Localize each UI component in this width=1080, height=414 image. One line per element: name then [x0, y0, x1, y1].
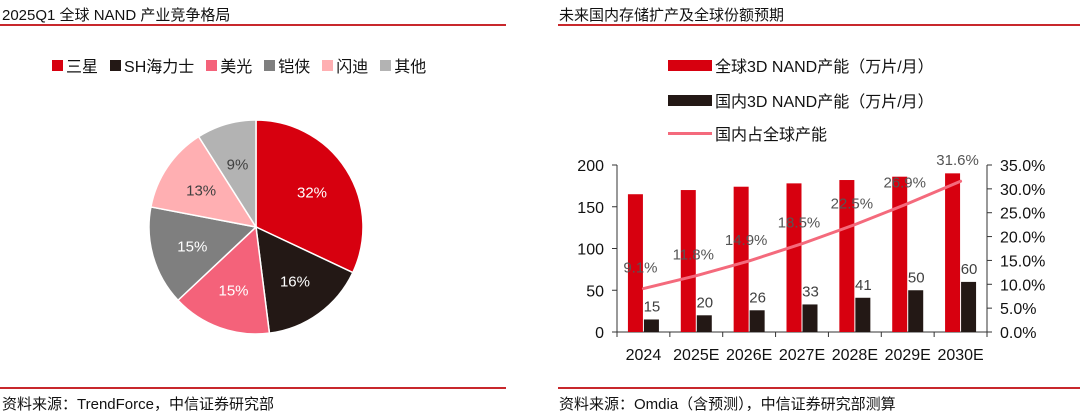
right-axis-tick: 5.0% [1000, 301, 1036, 318]
right-source-rule [558, 387, 1080, 389]
bar-global-capacity [733, 186, 749, 332]
x-axis-category-label: 2026E [726, 347, 772, 364]
legend-swatch [322, 59, 334, 71]
pie-legend-item: 三星 [52, 53, 98, 77]
line-domestic-share [641, 179, 963, 291]
bar-data-label: 26 [749, 289, 766, 306]
legend-swatch [380, 59, 392, 71]
line-data-label: 18.5% [778, 215, 821, 232]
left-axis-tick: 0 [595, 325, 604, 342]
x-axis-category-label: 2024 [626, 347, 662, 364]
pie-legend: 三星 SH海力士 美光 铠侠 闪迪 其他 [52, 53, 438, 77]
bar-domestic-capacity [696, 315, 712, 332]
bar-global-capacity [892, 176, 908, 332]
pie-slice [197, 119, 257, 230]
pie-slice-label: 15% [177, 239, 207, 256]
line-data-label: 31.6% [936, 152, 979, 169]
pie-slice-label: 32% [297, 184, 327, 201]
legend-label: SH海力士 [124, 59, 195, 76]
legend-global-capacity: 全球3D NAND产能（万片/月） [668, 53, 934, 77]
bar-data-label: 15 [644, 298, 661, 315]
pie-slice-label: 15% [219, 282, 249, 299]
right-source: 资料来源：Omdia（含预测），中信证券研究部测算 [559, 396, 896, 413]
legend-domestic-capacity: 国内3D NAND产能（万片/月） [668, 88, 934, 112]
pie-legend-item: 美光 [206, 53, 252, 77]
x-axis-category-label: 2029E [885, 347, 931, 364]
pie-slice [148, 206, 258, 302]
right-axis-tick: 35.0% [1000, 158, 1045, 175]
x-axis-category-label: 2028E [832, 347, 878, 364]
legend-swatch-line [668, 131, 712, 135]
legend-domestic-share: 国内占全球产能 [668, 121, 827, 145]
legend-swatch [110, 59, 122, 71]
line-data-label: 9.1% [623, 260, 657, 277]
right-axis-tick: 0.0% [1000, 325, 1036, 342]
legend-swatch [264, 59, 276, 71]
right-axis-tick: 15.0% [1000, 253, 1045, 270]
bar-global-capacity [627, 194, 643, 332]
pie-legend-item: 其他 [380, 53, 426, 77]
pie-slice [176, 225, 271, 335]
bar-domestic-capacity [643, 319, 659, 332]
bar-global-capacity [945, 173, 961, 332]
bar-global-capacity [839, 180, 855, 332]
left-source-rule [0, 387, 506, 389]
pie-slice-label: 16% [280, 274, 310, 291]
legend-label: 国内3D NAND产能（万片/月） [715, 94, 934, 111]
right-axis-tick: 10.0% [1000, 277, 1045, 294]
bar-data-label: 41 [855, 277, 872, 294]
pie-slice-label: 13% [186, 183, 216, 200]
legend-swatch-red [668, 59, 712, 71]
right-chart-title: 未来国内存储扩产及全球份额预期 [559, 7, 785, 24]
bar-data-label: 60 [961, 261, 978, 278]
right-axis-tick: 25.0% [1000, 206, 1045, 223]
right-axis-tick: 30.0% [1000, 182, 1045, 199]
right-title-rule [558, 24, 1080, 26]
bar-domestic-capacity [802, 304, 818, 332]
bar-data-label: 33 [802, 283, 819, 300]
left-axis-tick: 200 [577, 158, 604, 175]
legend-swatch [52, 59, 63, 71]
line-data-label: 11.8% [673, 247, 714, 264]
x-axis-category-label: 2030E [937, 347, 983, 364]
bar-domestic-capacity [961, 281, 977, 332]
right-axis-tick: 20.0% [1000, 230, 1045, 247]
bar-global-capacity [680, 190, 696, 332]
line-data-label: 26.9% [883, 175, 926, 192]
left-chart-title: 2025Q1 全球 NAND 产业竞争格局 [2, 7, 231, 24]
bar-global-capacity [786, 183, 802, 332]
legend-swatch-dark [668, 94, 712, 106]
left-axis-tick: 50 [586, 283, 604, 300]
bar-domestic-capacity [749, 310, 765, 332]
bar-data-label: 50 [908, 269, 925, 286]
line-data-label: 14.9% [725, 232, 768, 249]
pie-slice [255, 119, 364, 274]
left-title-rule [0, 24, 506, 26]
pie-chart: 32% 16% 15% 15% 13% 9% [148, 119, 364, 335]
x-axis-category-label: 2025E [673, 347, 719, 364]
legend-label: 闪迪 [336, 59, 369, 76]
bar-data-label: 20 [696, 294, 713, 311]
bar-domestic-capacity [855, 297, 871, 332]
line-data-label: 22.5% [831, 196, 874, 213]
pie-slice [150, 135, 258, 229]
left-axis-tick: 100 [577, 242, 604, 259]
pie-legend-item: SH海力士 [110, 53, 194, 77]
combo-bar-line-chart: 0 50 100 150 200 0.0% 5.0% 10.0% 15.0% 20.0% 25.0%… [577, 152, 1045, 364]
pie-slice-label: 9% [227, 156, 249, 173]
left-source: 资料来源：TrendForce，中信证券研究部 [2, 396, 274, 413]
x-axis-category-label: 2027E [779, 347, 825, 364]
legend-label: 三星 [66, 59, 99, 76]
legend-label: 全球3D NAND产能（万片/月） [715, 59, 934, 76]
legend-label: 其他 [394, 59, 427, 76]
legend-label: 美光 [220, 59, 253, 76]
legend-swatch [206, 59, 218, 71]
left-axis-tick: 150 [577, 200, 604, 217]
pie-legend-item: 闪迪 [322, 53, 368, 77]
bar-domestic-capacity [908, 290, 924, 332]
pie-legend-item: 铠侠 [264, 53, 310, 77]
legend-label: 铠侠 [278, 59, 311, 76]
pie-slice [255, 225, 354, 334]
legend-label: 国内占全球产能 [715, 127, 828, 144]
